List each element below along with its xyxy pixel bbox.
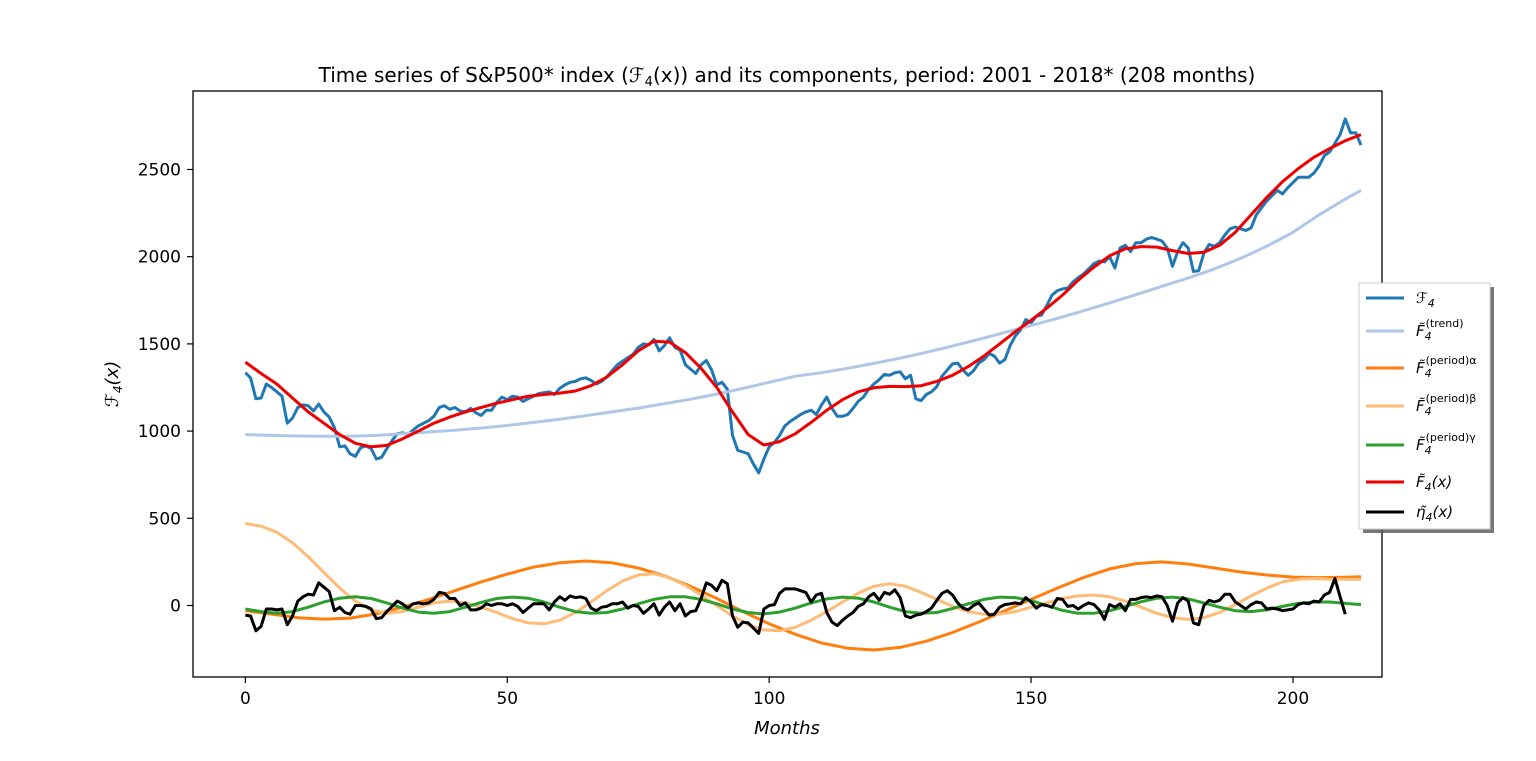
series-line-period_beta	[245, 522, 1361, 633]
y-tick-label: 1000	[138, 422, 181, 442]
x-tick-label: 200	[1277, 689, 1309, 709]
y-tick-label: 500	[149, 509, 181, 529]
series-line-fit	[244, 133, 1362, 449]
series-line-F4	[244, 117, 1363, 475]
y-tick-label: 1500	[138, 335, 181, 355]
y-axis-label: ℱ4(x)	[102, 361, 125, 408]
chart-title: Time series of S&P500* index (ℱ4(x)) and…	[318, 63, 1256, 90]
series-line-period_gamma	[245, 595, 1362, 616]
y-tick-label: 2500	[138, 160, 181, 180]
legend: ℱ4F̃4(trend)F̃4(period)αF̃4(period)βF̃4(…	[1358, 282, 1494, 533]
x-tick-label: 0	[240, 689, 251, 709]
x-tick-label: 50	[496, 689, 518, 709]
y-axis: 0 500 1000 1500 2000 2500	[138, 160, 193, 616]
series-line-eta	[245, 577, 1347, 635]
legend-label-eta: η̃4(x)	[1416, 503, 1453, 524]
series-line-trend	[245, 189, 1362, 438]
x-axis: 0 50 100 150 200	[240, 677, 1309, 709]
series-line-period_alpha	[245, 559, 1362, 652]
x-axis-label: Months	[754, 718, 820, 739]
plot-area: 0 50 100 150 200 0 500 1000 1500 2000 2500	[138, 90, 1383, 709]
y-tick-label: 2000	[138, 248, 181, 268]
x-tick-label: 100	[753, 689, 785, 709]
series-layer	[244, 117, 1363, 652]
x-tick-label: 150	[1015, 689, 1047, 709]
legend-label-fit: F̃4(x)	[1416, 472, 1452, 494]
y-tick-label: 0	[170, 596, 181, 616]
